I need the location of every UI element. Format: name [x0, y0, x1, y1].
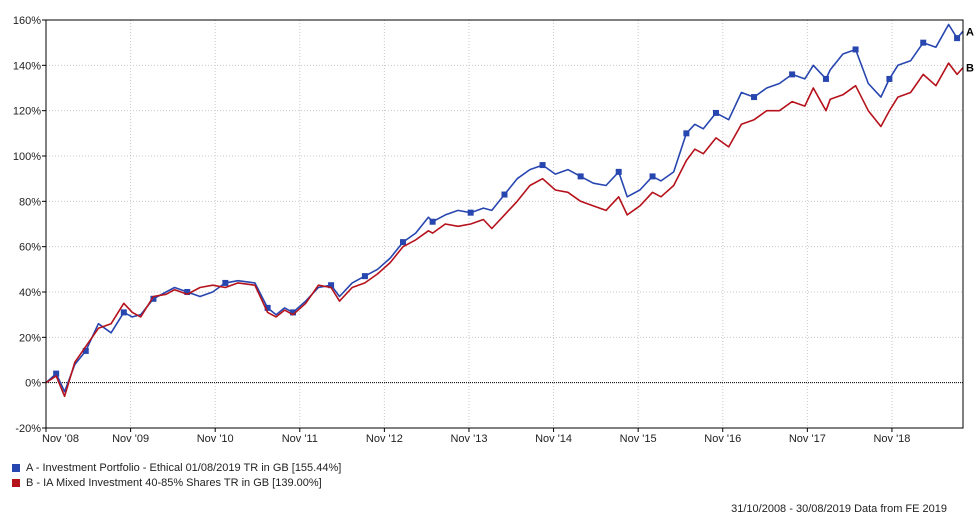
- series-point-a: [222, 279, 229, 286]
- series-point-a: [539, 162, 546, 169]
- legend-swatch-b: [12, 478, 20, 487]
- series-point-a: [683, 130, 690, 137]
- series-point-a: [712, 109, 719, 116]
- x-tick-label: Nov '18: [873, 433, 910, 445]
- x-tick-label: Nov '08: [42, 433, 79, 445]
- series-point-a: [361, 273, 368, 280]
- y-tick-label: 60%: [19, 242, 41, 254]
- y-tick-label: 100%: [13, 151, 41, 163]
- series-point-a: [920, 39, 927, 46]
- y-axis-labels: -20% 0% 20% 40% 60% 80% 100% 120% 140% 160%: [13, 15, 46, 435]
- series-point-a: [399, 239, 406, 246]
- y-tick-label: 80%: [19, 196, 41, 208]
- y-tick-label: 120%: [13, 106, 41, 118]
- series-point-a: [467, 209, 474, 216]
- legend-label-b: B - IA Mixed Investment 40-85% Shares TR…: [26, 476, 322, 489]
- x-tick-label: Nov '14: [535, 433, 572, 445]
- x-tick-label: Nov '16: [704, 433, 741, 445]
- series-point-a: [886, 75, 893, 82]
- series-layer: [45, 23, 964, 398]
- series-point-a: [264, 304, 271, 311]
- series-point-a: [954, 35, 961, 42]
- grid-lines: [46, 19, 963, 429]
- series-point-a: [577, 173, 584, 180]
- y-tick-label: 40%: [19, 287, 41, 299]
- series-point-a: [789, 71, 796, 78]
- end-label-a: A: [966, 26, 974, 38]
- x-tick-label: Nov '09: [112, 433, 149, 445]
- date-range-footer: 31/10/2008 - 30/08/2019 Data from FE 201…: [731, 503, 947, 515]
- legend: A - Investment Portfolio - Ethical 01/08…: [12, 460, 341, 490]
- y-tick-label: 160%: [13, 15, 41, 27]
- legend-item-b: B - IA Mixed Investment 40-85% Shares TR…: [12, 475, 341, 490]
- legend-label-a: A - Investment Portfolio - Ethical 01/08…: [26, 461, 342, 474]
- series-line-b: [45, 62, 964, 398]
- series-point-a: [82, 347, 89, 354]
- x-axis-labels: Nov '08 Nov '09 Nov '10 Nov '11 Nov '12 Nov '…: [42, 428, 910, 445]
- series-point-a: [501, 191, 508, 198]
- x-tick-label: Nov '13: [450, 433, 487, 445]
- series-point-a: [822, 75, 829, 82]
- x-tick-label: Nov '10: [197, 433, 234, 445]
- series-point-a: [184, 289, 191, 295]
- series-point-a: [120, 309, 127, 316]
- series-point-a: [615, 168, 622, 175]
- x-tick-label: Nov '17: [789, 433, 826, 445]
- plot-frame: [45, 19, 964, 429]
- series-point-a: [290, 309, 297, 316]
- series-point-a: [649, 173, 656, 180]
- series-point-a: [53, 370, 60, 377]
- series-point-a: [328, 282, 335, 289]
- y-tick-label: 140%: [13, 60, 41, 72]
- series-point-a: [852, 46, 859, 53]
- y-tick-label: -20%: [15, 423, 41, 435]
- x-tick-label: Nov '11: [282, 433, 318, 445]
- series-point-a: [751, 94, 758, 101]
- series-point-a: [429, 218, 436, 225]
- y-tick-label: 0%: [25, 378, 41, 390]
- y-tick-label: 20%: [19, 332, 41, 344]
- x-tick-label: Nov '15: [620, 433, 657, 445]
- series-end-labels: AB: [966, 26, 974, 74]
- end-label-b: B: [966, 63, 974, 75]
- x-tick-label: Nov '12: [366, 433, 403, 445]
- legend-swatch-a: [12, 463, 20, 472]
- performance-chart: -20% 0% 20% 40% 60% 80% 100% 120% 140% 160% Nov '…: [13, 15, 974, 445]
- legend-item-a: A - Investment Portfolio - Ethical 01/08…: [12, 460, 341, 475]
- series-point-a: [150, 295, 157, 302]
